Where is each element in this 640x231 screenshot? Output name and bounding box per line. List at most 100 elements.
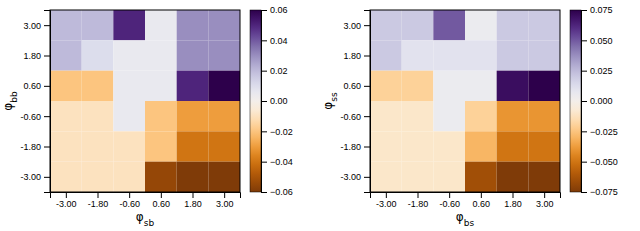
tick-mark [481,192,482,198]
tick: 3.00 [216,192,234,209]
cell [50,101,82,131]
plot-frame [370,10,560,192]
cell [82,71,114,101]
tick: -1.80 [408,192,429,209]
cell [497,40,529,70]
tick: −0.050 [581,157,618,167]
tick-mark [364,116,370,117]
tick-mark [581,10,587,11]
cell [402,71,434,101]
cell [497,71,529,101]
axis-domain [262,11,268,193]
tick-mark [44,56,50,57]
cell [208,10,240,40]
cell [208,40,240,70]
cell [50,71,82,101]
tick-mark [261,10,267,11]
tick: -0.60 [439,192,460,209]
tick-label: 0.075 [590,5,613,15]
colorbar [570,10,581,192]
yticks-axis: -3.00-1.80-0.600.601.803.00 [340,11,370,193]
chart: -3.00-1.80-0.600.601.803.00-3.00-1.80-0.… [0,0,640,231]
tick: -0.60 [119,192,140,209]
tick-label: -0.60 [20,112,41,122]
cell [208,162,240,192]
tick-mark [581,162,587,163]
tick: 0.000 [581,96,613,106]
tick-mark [44,25,50,26]
cell [177,162,209,192]
tick-mark [261,131,267,132]
tick: -3.00 [376,192,397,209]
cell [433,101,465,131]
tick: 0.60 [23,81,50,91]
cell [528,131,560,161]
cell [433,162,465,192]
tick-mark [261,71,267,72]
cell [208,71,240,101]
cell [370,131,402,161]
cell [528,71,560,101]
tick: -3.00 [56,192,77,209]
tick: 0.06 [261,5,288,15]
tick-mark [364,86,370,87]
cell [50,131,82,161]
panel: -3.00-1.80-0.600.601.803.00 -3.00 -1.80 -0.… [321,5,618,228]
tick-label: 0.06 [270,5,288,15]
tick-mark [261,192,267,193]
cell [82,162,114,192]
axis-domain [582,11,588,193]
cell [177,131,209,161]
cell [433,10,465,40]
tick-mark [364,25,370,26]
tick-mark [161,192,162,198]
tick-label: -1.80 [88,199,109,209]
tick-label: -1.80 [408,199,429,209]
cell [113,10,145,40]
tick-label: -3.00 [376,199,397,209]
cell [145,10,177,40]
tick: 0.025 [581,66,613,76]
cell [177,71,209,101]
tick-label: -0.60 [119,199,140,209]
x-label: φsb [136,210,155,228]
tick-label: -0.60 [439,199,460,209]
tick-mark [44,177,50,178]
tick: 0.60 [153,192,171,209]
cticks-axis: −0.075−0.050−0.0250.0000.0250.0500.075 [581,5,618,197]
tick-mark [44,86,50,87]
cell [465,71,497,101]
cell [208,101,240,131]
tick: -3.00 [20,172,50,182]
tick-mark [129,192,130,198]
tick: −0.04 [261,157,293,167]
cell [528,101,560,131]
cell [145,101,177,131]
tick-label: 0.60 [473,199,491,209]
cell [497,162,529,192]
cell [82,40,114,70]
tick: -1.80 [20,142,50,152]
panel: -3.00-1.80-0.600.601.803.00-3.00-1.80-0.… [1,5,293,228]
cell [465,162,497,192]
tick-mark [364,147,370,148]
cell [50,10,82,40]
plot-frame [50,10,240,192]
tick: −0.075 [581,187,618,197]
cell [465,101,497,131]
tick: 0.02 [261,66,288,76]
cell [370,10,402,40]
tick: 0.050 [581,36,613,46]
tick-mark [193,192,194,198]
tick-label: -3.00 [56,199,77,209]
tick: -1.80 [340,142,370,152]
cell [145,162,177,192]
cell [177,101,209,131]
tick-mark [544,192,545,198]
cell [145,40,177,70]
tick-mark [513,192,514,198]
tick: −0.02 [261,127,293,137]
tick-mark [261,162,267,163]
tick: 1.80 [343,51,370,61]
cell [82,131,114,161]
